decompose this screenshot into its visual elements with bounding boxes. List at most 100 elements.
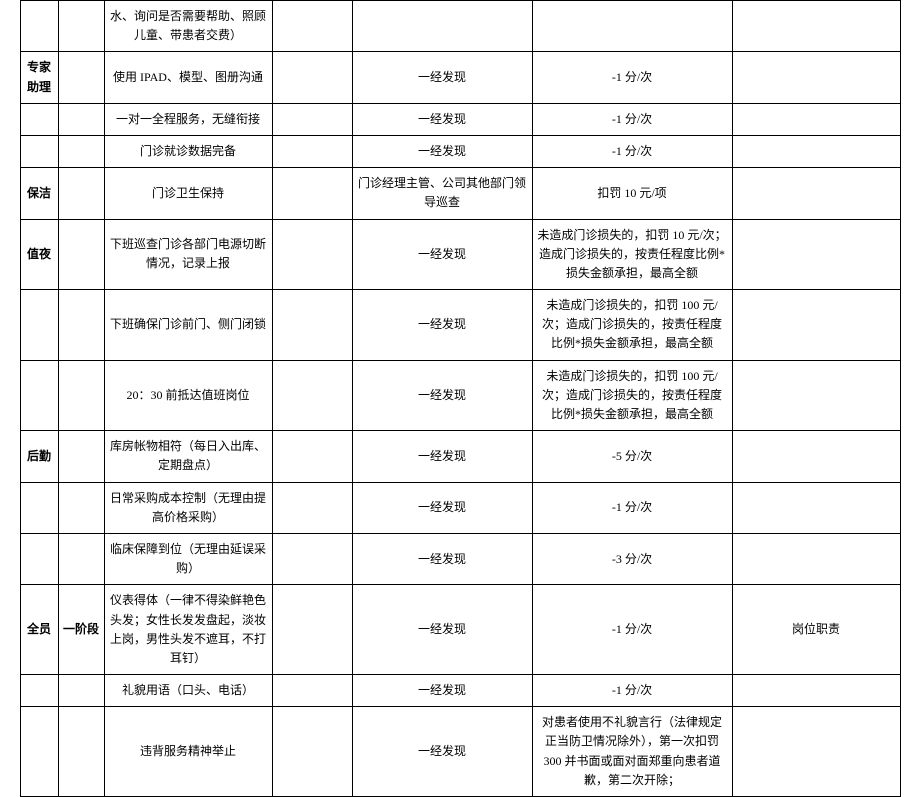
cell-item: 下班巡查门诊各部门电源切断情况，记录上报 bbox=[104, 219, 272, 290]
table-row: 后勤 库房帐物相符（每日入出库、定期盘点） 一经发现 -5 分/次 bbox=[20, 431, 900, 482]
cell-phase bbox=[58, 431, 104, 482]
cell-item: 水、询问是否需要帮助、照顾儿童、带患者交费） bbox=[104, 1, 272, 52]
cell-role: 后勤 bbox=[20, 431, 58, 482]
cell-item: 日常采购成本控制（无理由提高价格采购） bbox=[104, 482, 272, 533]
cell-blank bbox=[272, 103, 352, 135]
table-row: 保洁 门诊卫生保持 门诊经理主管、公司其他部门领导巡查 扣罚 10 元/项 bbox=[20, 168, 900, 219]
cell-note bbox=[732, 707, 900, 797]
cell-penalty: -5 分/次 bbox=[532, 431, 732, 482]
cell-phase bbox=[58, 290, 104, 361]
cell-penalty: -3 分/次 bbox=[532, 533, 732, 584]
cell-phase bbox=[58, 103, 104, 135]
cell-note bbox=[732, 219, 900, 290]
cell-blank bbox=[272, 482, 352, 533]
cell-condition: 一经发现 bbox=[352, 135, 532, 167]
cell-item: 违背服务精神举止 bbox=[104, 707, 272, 797]
table-row: 专家助理 使用 IPAD、模型、图册沟通 一经发现 -1 分/次 bbox=[20, 52, 900, 103]
cell-condition bbox=[352, 1, 532, 52]
cell-blank bbox=[272, 431, 352, 482]
cell-note bbox=[732, 482, 900, 533]
cell-item: 临床保障到位（无理由延误采购） bbox=[104, 533, 272, 584]
cell-note bbox=[732, 431, 900, 482]
table-row: 20：30 前抵达值班岗位 一经发现 未造成门诊损失的，扣罚 100 元/次；造… bbox=[20, 360, 900, 431]
table-row: 值夜 下班巡查门诊各部门电源切断情况，记录上报 一经发现 未造成门诊损失的，扣罚… bbox=[20, 219, 900, 290]
cell-note: 岗位职责 bbox=[732, 585, 900, 675]
cell-role bbox=[20, 675, 58, 707]
cell-blank bbox=[272, 52, 352, 103]
cell-note bbox=[732, 135, 900, 167]
table-row: 临床保障到位（无理由延误采购） 一经发现 -3 分/次 bbox=[20, 533, 900, 584]
cell-condition: 门诊经理主管、公司其他部门领导巡查 bbox=[352, 168, 532, 219]
cell-condition: 一经发现 bbox=[352, 290, 532, 361]
table-row: 日常采购成本控制（无理由提高价格采购） 一经发现 -1 分/次 bbox=[20, 482, 900, 533]
cell-phase bbox=[58, 707, 104, 797]
cell-role bbox=[20, 482, 58, 533]
cell-note bbox=[732, 675, 900, 707]
cell-item: 库房帐物相符（每日入出库、定期盘点） bbox=[104, 431, 272, 482]
cell-condition: 一经发现 bbox=[352, 103, 532, 135]
table-row: 全员 一阶段 仪表得体（一律不得染鲜艳色头发；女性长发发盘起，淡妆上岗，男性头发… bbox=[20, 585, 900, 675]
cell-role bbox=[20, 360, 58, 431]
cell-note bbox=[732, 103, 900, 135]
cell-penalty: 未造成门诊损失的，扣罚 10 元/次；造成门诊损失的，按责任程度比例*损失金额承… bbox=[532, 219, 732, 290]
cell-condition: 一经发现 bbox=[352, 675, 532, 707]
table-row: 水、询问是否需要帮助、照顾儿童、带患者交费） bbox=[20, 1, 900, 52]
cell-note bbox=[732, 533, 900, 584]
cell-phase: 一阶段 bbox=[58, 585, 104, 675]
cell-role: 全员 bbox=[20, 585, 58, 675]
cell-condition: 一经发现 bbox=[352, 533, 532, 584]
cell-condition: 一经发现 bbox=[352, 585, 532, 675]
cell-penalty: 未造成门诊损失的，扣罚 100 元/次；造成门诊损失的，按责任程度比例*损失金额… bbox=[532, 290, 732, 361]
cell-penalty bbox=[532, 1, 732, 52]
cell-role: 值夜 bbox=[20, 219, 58, 290]
cell-phase bbox=[58, 52, 104, 103]
cell-item: 下班确保门诊前门、侧门闭锁 bbox=[104, 290, 272, 361]
cell-condition: 一经发现 bbox=[352, 360, 532, 431]
cell-penalty: 未造成门诊损失的，扣罚 100 元/次；造成门诊损失的，按责任程度比例*损失金额… bbox=[532, 360, 732, 431]
cell-item: 仪表得体（一律不得染鲜艳色头发；女性长发发盘起，淡妆上岗，男性头发不遮耳，不打耳… bbox=[104, 585, 272, 675]
policy-table: 水、询问是否需要帮助、照顾儿童、带患者交费） 专家助理 使用 IPAD、模型、图… bbox=[20, 0, 901, 797]
cell-item: 礼貌用语（口头、电话） bbox=[104, 675, 272, 707]
cell-phase bbox=[58, 675, 104, 707]
table-row: 下班确保门诊前门、侧门闭锁 一经发现 未造成门诊损失的，扣罚 100 元/次；造… bbox=[20, 290, 900, 361]
cell-phase bbox=[58, 168, 104, 219]
cell-phase bbox=[58, 1, 104, 52]
cell-role bbox=[20, 707, 58, 797]
table-row: 礼貌用语（口头、电话） 一经发现 -1 分/次 bbox=[20, 675, 900, 707]
cell-blank bbox=[272, 533, 352, 584]
cell-role: 保洁 bbox=[20, 168, 58, 219]
cell-phase bbox=[58, 360, 104, 431]
cell-penalty: -1 分/次 bbox=[532, 103, 732, 135]
cell-phase bbox=[58, 533, 104, 584]
cell-note bbox=[732, 52, 900, 103]
table-row: 违背服务精神举止 一经发现 对患者使用不礼貌言行（法律规定正当防卫情况除外），第… bbox=[20, 707, 900, 797]
cell-penalty: -1 分/次 bbox=[532, 585, 732, 675]
cell-condition: 一经发现 bbox=[352, 482, 532, 533]
cell-penalty: -1 分/次 bbox=[532, 675, 732, 707]
cell-penalty: -1 分/次 bbox=[532, 52, 732, 103]
cell-item: 门诊卫生保持 bbox=[104, 168, 272, 219]
cell-blank bbox=[272, 707, 352, 797]
cell-item: 门诊就诊数据完备 bbox=[104, 135, 272, 167]
cell-role bbox=[20, 290, 58, 361]
cell-item: 一对一全程服务，无缝衔接 bbox=[104, 103, 272, 135]
cell-role bbox=[20, 1, 58, 52]
cell-blank bbox=[272, 290, 352, 361]
cell-blank bbox=[272, 585, 352, 675]
cell-note bbox=[732, 1, 900, 52]
cell-phase bbox=[58, 482, 104, 533]
table-row: 一对一全程服务，无缝衔接 一经发现 -1 分/次 bbox=[20, 103, 900, 135]
cell-blank bbox=[272, 1, 352, 52]
cell-blank bbox=[272, 135, 352, 167]
cell-phase bbox=[58, 135, 104, 167]
cell-note bbox=[732, 168, 900, 219]
cell-penalty: -1 分/次 bbox=[532, 482, 732, 533]
cell-note bbox=[732, 360, 900, 431]
cell-condition: 一经发现 bbox=[352, 707, 532, 797]
cell-blank bbox=[272, 360, 352, 431]
table-row: 门诊就诊数据完备 一经发现 -1 分/次 bbox=[20, 135, 900, 167]
cell-penalty: 扣罚 10 元/项 bbox=[532, 168, 732, 219]
cell-blank bbox=[272, 675, 352, 707]
cell-note bbox=[732, 290, 900, 361]
cell-penalty: -1 分/次 bbox=[532, 135, 732, 167]
